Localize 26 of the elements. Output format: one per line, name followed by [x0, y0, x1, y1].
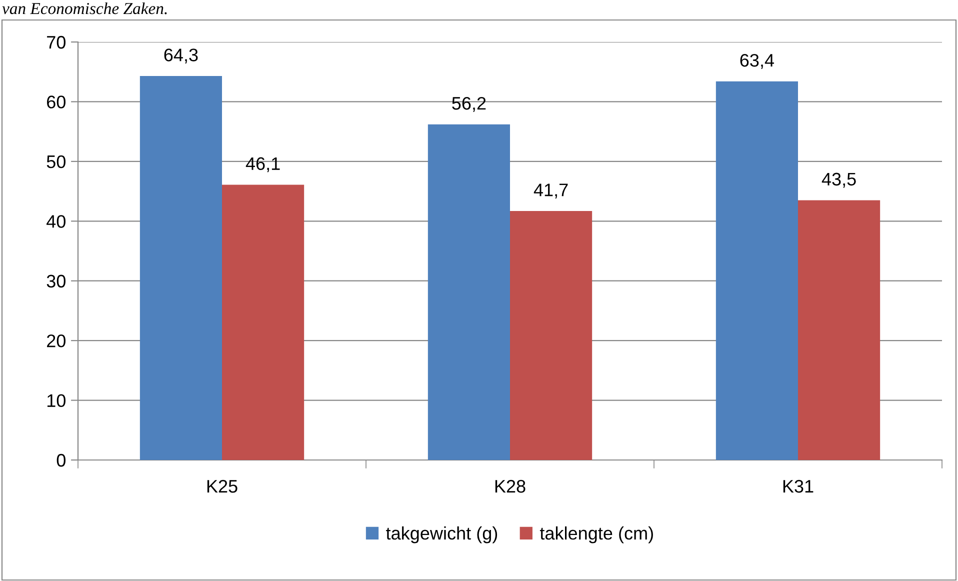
data-label: 56,2: [452, 96, 486, 112]
y-tick-label: 70: [47, 36, 66, 49]
y-tick-label: 40: [46, 215, 66, 228]
y-tick-label: 50: [46, 155, 66, 168]
bar: [510, 210, 592, 460]
bar: [428, 124, 510, 460]
y-tick-label: 60: [47, 96, 66, 108]
x-tick-label: K25: [207, 480, 238, 493]
x-tick-label: K28: [495, 480, 526, 493]
text: van Economische Zaken.: [2, 2, 167, 14]
bar: [798, 200, 880, 460]
y-tick-label: 10: [47, 394, 66, 408]
x-tick-label: K31: [783, 480, 814, 493]
legend-label: taklengte (cm): [540, 526, 653, 544]
data-label: 43,5: [822, 172, 856, 188]
y-tick-label: 30: [46, 274, 66, 288]
bar: [716, 81, 798, 460]
data-label: 63,4: [740, 54, 774, 69]
data-label: 46,1: [246, 157, 280, 172]
legend-label: takgewicht (g): [386, 526, 498, 544]
y-tick-label: 20: [47, 334, 66, 348]
bar: [222, 184, 304, 460]
data-label: 64,3: [164, 48, 198, 64]
data-label: 41,7: [534, 184, 568, 198]
bar: [140, 76, 222, 460]
y-tick-label: 0: [56, 454, 66, 467]
